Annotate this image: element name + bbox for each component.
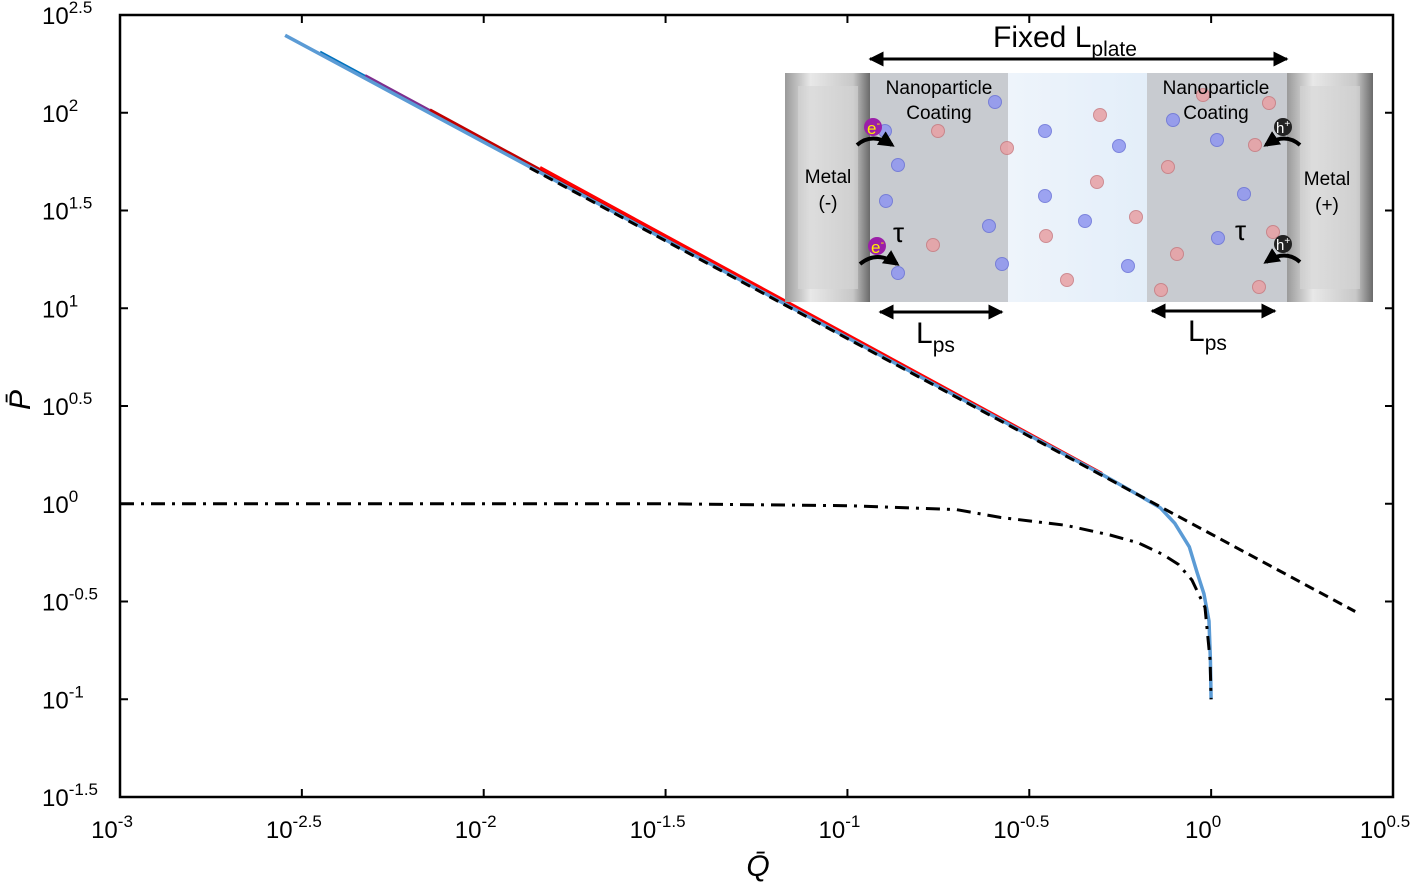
y-tick-label: 102 [42,96,78,128]
electron-bottom: e- [858,237,900,266]
inset-title: Fixed Lplate [993,21,1137,61]
cation-particle [1000,141,1014,155]
series-line-6 [120,502,1213,700]
anion-particle [995,257,1009,271]
cation-particle [1248,138,1262,152]
y-tick-label: 101.5 [42,194,92,226]
y-tick-label: 102.5 [42,0,92,30]
anion-particle [1211,231,1225,245]
series-line-5 [529,166,1356,613]
svg-text:e-: e- [867,118,880,138]
lps-label-left: Lps [916,317,955,357]
cation-particle [1266,225,1280,239]
anion-particle [1078,214,1092,228]
x-tick-label: 10-2 [455,812,497,844]
anion-particle [891,158,905,172]
series-line-4 [284,33,1213,700]
ticks-layer: 10-3 10-2.5 10-2 10-1.5 10-1 10-0.5 100 100.5 10… [42,0,1410,844]
y-tick-label: 101 [42,291,78,323]
x-tick-label: 100.5 [1360,812,1410,844]
cation-particle [1060,273,1074,287]
y-tick-label: 10-0.5 [42,585,98,617]
left-coating-label: Nanoparticle Coating [886,78,993,124]
cation-particle [1196,88,1210,102]
hole-bottom: h+ [1263,235,1302,264]
svg-text:e-: e- [871,237,884,257]
cation-particle [1170,247,1184,261]
x-tick-label: 10-2.5 [266,812,322,844]
electron-top: e- [855,118,895,147]
x-axis-label: Q̄ [746,850,769,883]
anion-particle [982,219,996,233]
x-tick-label: 10-0.5 [993,812,1049,844]
anion-particle [988,95,1002,109]
x-tick-label: 100 [1185,812,1221,844]
anion-particle [879,194,893,208]
y-tick-label: 100.5 [42,389,92,421]
anion-particle [1121,259,1135,273]
svg-text:h+: h+ [1276,119,1290,137]
y-axis-label: P̄ [4,390,37,410]
tau-right: τ [1235,215,1246,246]
right-coating-label: Nanoparticle Coating [1163,78,1270,124]
left-metal-label: Metal (-) [805,167,851,214]
cation-particle [1154,283,1168,297]
y-tick-label: 10-1 [42,682,84,714]
inset-diagram: Fixed Lplate Metal (-) Metal (+) Nanoparti… [785,21,1373,357]
anion-particle [1210,133,1224,147]
y-tick-label: 100 [42,487,78,519]
tau-left: τ [893,217,904,248]
cation-particle [1129,210,1143,224]
cation-particle [1039,229,1053,243]
cation-particle [931,124,945,138]
anion-particle [1112,139,1126,153]
cation-particle [926,238,940,252]
right-metal-label: Metal (+) [1304,169,1350,216]
cation-particle [1093,108,1107,122]
anion-particle [1038,189,1052,203]
anion-particle [1237,187,1251,201]
x-tick-label: 10-1.5 [630,812,686,844]
hole-top: h+ [1263,118,1302,147]
cation-particle [1161,160,1175,174]
anion-particle [1038,124,1052,138]
anion-particle [891,266,905,280]
cation-particle [1262,96,1276,110]
y-tick-label: 10-1.5 [42,780,98,812]
cation-particle [1252,280,1266,294]
svg-text:h+: h+ [1276,236,1290,254]
x-tick-label: 10-1 [819,812,861,844]
coating-right [1147,73,1287,302]
lps-label-right: Lps [1188,315,1227,355]
series-layer [120,33,1356,700]
cation-particle [1090,175,1104,189]
x-tick-label: 10-3 [91,812,133,844]
anion-particle [1166,113,1180,127]
